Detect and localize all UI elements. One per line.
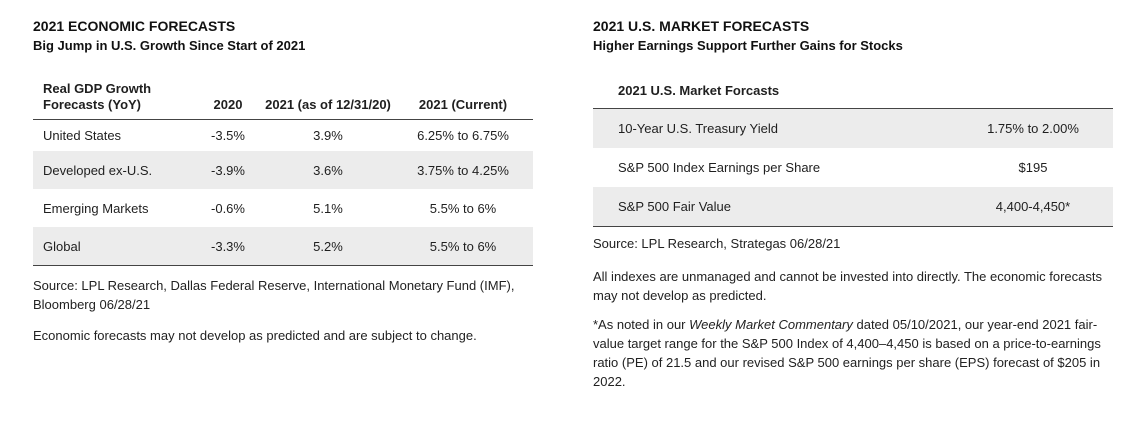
market-forecast-table: 2021 U.S. Market Forcasts 10-Year U.S. T… [593,83,1113,227]
value-cell: 5.5% to 6% [429,200,497,216]
table-header-row: 2021 U.S. Market Forcasts [593,83,1113,109]
metric-label: S&P 500 Index Earnings per Share [618,160,821,175]
value-cell: 5.2% [263,227,393,266]
economic-forecasts-subtitle: Big Jump in U.S. Growth Since Start of 2… [33,38,306,53]
region-cell: United States [43,128,122,143]
value-cell: 6.25% to 6.75% [417,128,509,143]
economic-forecasts-note: Economic forecasts may not develop as pr… [33,328,477,343]
region-cell: Emerging Markets [43,200,149,216]
economic-forecasts-source: Source: LPL Research, Dallas Federal Res… [33,278,515,312]
value-cell: 3.75% to 4.25% [393,151,533,189]
footnote-text-start: *As noted in our [593,317,690,332]
value-cell: 3.6% [263,151,393,189]
market-table-header: 2021 U.S. Market Forcasts [593,83,1113,109]
value-cell: 5.1% [313,200,343,216]
market-forecasts-subtitle: Higher Earnings Support Further Gains fo… [593,38,903,53]
market-forecasts-source: Source: LPL Research, Strategas 06/28/21 [593,236,841,251]
market-forecasts-title: 2021 U.S. MARKET FORECASTS [593,18,810,34]
column-header-2021-current: 2021 (Current) [393,81,533,120]
table-row: 10-Year U.S. Treasury Yield 1.75% to 2.0… [593,108,1113,148]
metric-value: 1.75% to 2.00% [953,108,1113,148]
table-row: Developed ex-U.S. -3.9% 3.6% 3.75% to 4.… [33,151,533,189]
value-cell: -0.6% [211,200,245,216]
table-header-row: Real GDP Growth Forecasts (YoY) 2020 202… [33,81,533,120]
value-cell: -3.9% [193,151,263,189]
value-cell: -3.3% [193,227,263,266]
column-header-2021-prior: 2021 (as of 12/31/20) [263,81,393,120]
table-row: Global -3.3% 5.2% 5.5% to 6% [33,227,533,266]
weekly-market-commentary-title: Weekly Market Commentary [689,317,853,332]
index-disclaimer: All indexes are unmanaged and cannot be … [593,269,1102,303]
gdp-forecast-table: Real GDP Growth Forecasts (YoY) 2020 202… [33,81,533,266]
footnote-text-end: dated 05/10/2021, our year-end 2021 fair… [593,317,1101,389]
value-cell: -3.5% [211,128,245,143]
economic-forecasts-title: 2021 ECONOMIC FORECASTS [33,18,236,34]
metric-value: 4,400-4,450* [953,187,1113,227]
table-row: United States -3.5% 3.9% 6.25% to 6.75% [33,120,533,152]
metric-value: $195 [1018,160,1048,175]
value-cell: 3.9% [313,128,343,143]
market-forecasts-panel: 2021 U.S. MARKET FORECASTS Higher Earnin… [593,18,1113,391]
column-header-2020: 2020 [193,81,263,120]
fair-value-footnote: *As noted in our Weekly Market Commentar… [593,315,1113,391]
region-cell: Global [33,227,193,266]
region-cell: Developed ex-U.S. [33,151,193,189]
column-header-region: Real GDP Growth Forecasts (YoY) [33,81,193,120]
value-cell: 5.5% to 6% [393,227,533,266]
metric-label: 10-Year U.S. Treasury Yield [593,108,953,148]
economic-forecasts-panel: 2021 ECONOMIC FORECASTS Big Jump in U.S.… [33,18,533,345]
table-row: S&P 500 Fair Value 4,400-4,450* [593,187,1113,227]
table-row: Emerging Markets -0.6% 5.1% 5.5% to 6% [33,189,533,227]
table-row: S&P 500 Index Earnings per Share $195 [593,148,1113,187]
metric-label: S&P 500 Fair Value [593,187,953,227]
